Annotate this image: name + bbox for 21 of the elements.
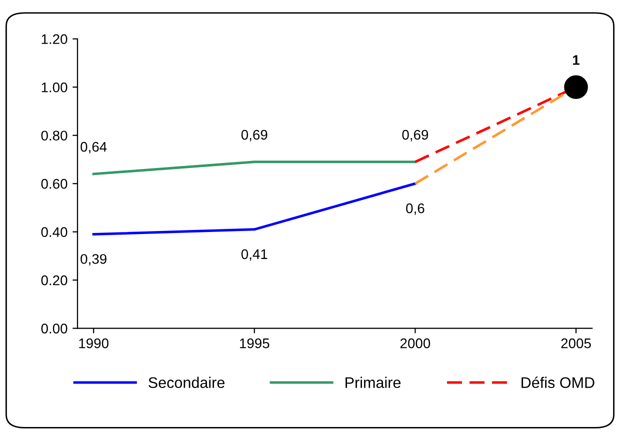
x-tick-label: 1995 xyxy=(240,338,270,348)
y-tick-label: 0.20 xyxy=(41,275,68,286)
data-label: 0,64 xyxy=(80,142,107,154)
data-label: 0,69 xyxy=(402,130,428,142)
y-tick-label: 0.80 xyxy=(41,130,68,141)
legend-label: Secondaire xyxy=(148,376,224,388)
y-tick-label: 0.00 xyxy=(41,324,68,334)
data-label: 0,39 xyxy=(80,254,106,266)
x-tick-label: 1990 xyxy=(79,338,108,348)
data-label: 0,41 xyxy=(241,249,268,261)
data-label: 0,6 xyxy=(406,203,424,215)
y-tick-label: 0.40 xyxy=(41,227,68,238)
y-tick-label: 1.20 xyxy=(42,34,68,44)
data-label: 1 xyxy=(573,55,580,65)
data-label: 0,69 xyxy=(241,130,268,142)
x-tick-label: 2000 xyxy=(400,338,430,348)
legend-label: Défis OMD xyxy=(522,376,594,388)
y-tick-label: 0.60 xyxy=(41,178,68,189)
x-tick-label: 2005 xyxy=(561,338,591,348)
legend-label: Primaire xyxy=(346,376,401,388)
y-tick-label: 1.00 xyxy=(42,82,68,92)
